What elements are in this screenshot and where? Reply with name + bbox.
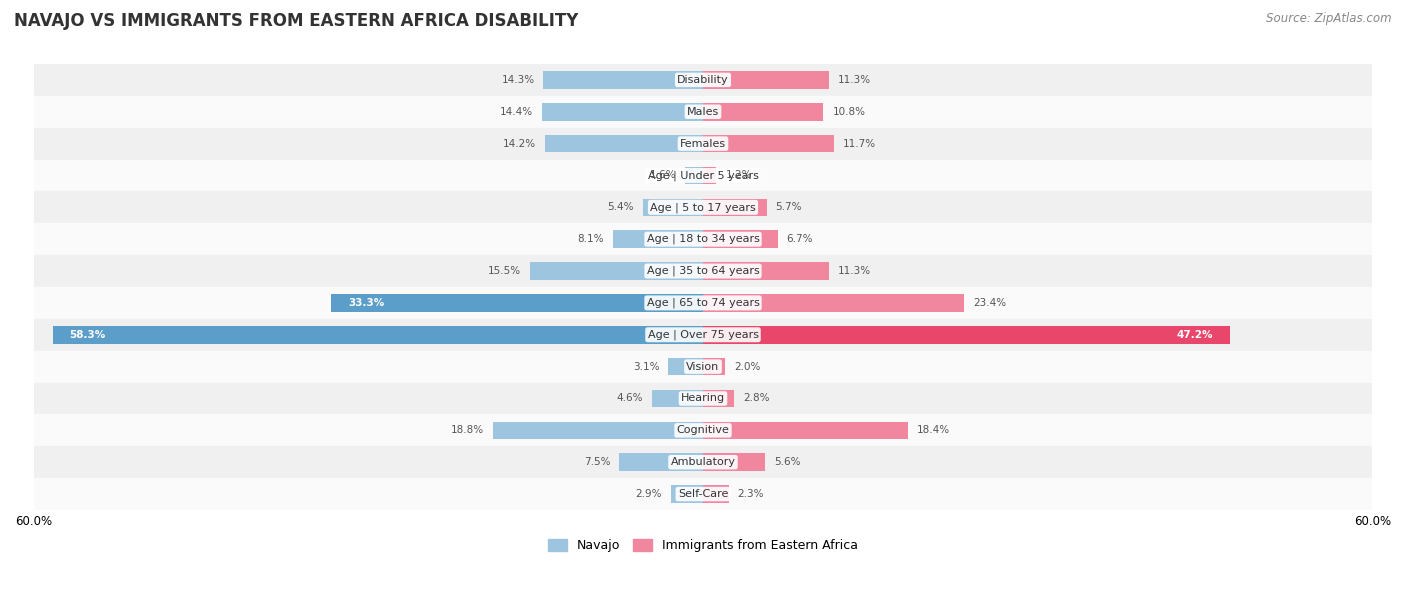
Text: 4.6%: 4.6% (616, 394, 643, 403)
Text: Females: Females (681, 138, 725, 149)
Bar (703, 390, 734, 407)
Text: Vision: Vision (686, 362, 720, 371)
Bar (34, 64, 1372, 96)
Bar (703, 231, 778, 248)
Bar (619, 453, 703, 471)
Text: 33.3%: 33.3% (349, 298, 384, 308)
Bar (530, 263, 703, 280)
Bar (643, 198, 703, 216)
Bar (703, 263, 830, 280)
Bar (332, 294, 703, 312)
Bar (668, 358, 703, 375)
Text: 1.2%: 1.2% (725, 171, 752, 181)
Text: 5.7%: 5.7% (776, 203, 801, 212)
Bar (52, 326, 703, 343)
Text: 2.0%: 2.0% (734, 362, 761, 371)
Bar (543, 103, 703, 121)
Text: 14.3%: 14.3% (502, 75, 534, 85)
Text: Age | 35 to 64 years: Age | 35 to 64 years (647, 266, 759, 276)
Text: 14.2%: 14.2% (502, 138, 536, 149)
Text: 3.1%: 3.1% (633, 362, 659, 371)
Text: Males: Males (688, 106, 718, 117)
Bar (671, 485, 703, 503)
Text: Age | Over 75 years: Age | Over 75 years (648, 329, 758, 340)
Text: 18.8%: 18.8% (451, 425, 484, 435)
Bar (703, 135, 834, 152)
Text: 2.8%: 2.8% (744, 394, 769, 403)
Text: Cognitive: Cognitive (676, 425, 730, 435)
Text: Age | 65 to 74 years: Age | 65 to 74 years (647, 297, 759, 308)
Bar (34, 382, 1372, 414)
Bar (703, 166, 717, 184)
Bar (34, 128, 1372, 160)
Text: 2.3%: 2.3% (738, 489, 763, 499)
Text: Age | 5 to 17 years: Age | 5 to 17 years (650, 202, 756, 212)
Text: Hearing: Hearing (681, 394, 725, 403)
Bar (703, 453, 765, 471)
Text: 14.4%: 14.4% (501, 106, 533, 117)
Text: 6.7%: 6.7% (787, 234, 813, 244)
Bar (34, 192, 1372, 223)
Text: 18.4%: 18.4% (917, 425, 950, 435)
Text: 2.9%: 2.9% (636, 489, 662, 499)
Text: 23.4%: 23.4% (973, 298, 1007, 308)
Bar (34, 96, 1372, 128)
Text: Self-Care: Self-Care (678, 489, 728, 499)
Text: 11.3%: 11.3% (838, 266, 872, 276)
Bar (34, 319, 1372, 351)
Bar (703, 422, 908, 439)
Bar (651, 390, 703, 407)
Bar (703, 103, 824, 121)
Bar (34, 478, 1372, 510)
Text: 10.8%: 10.8% (832, 106, 866, 117)
Bar (34, 351, 1372, 382)
Text: Source: ZipAtlas.com: Source: ZipAtlas.com (1267, 12, 1392, 25)
Bar (703, 294, 965, 312)
Text: 58.3%: 58.3% (69, 330, 105, 340)
Text: Age | 18 to 34 years: Age | 18 to 34 years (647, 234, 759, 244)
Bar (685, 166, 703, 184)
Legend: Navajo, Immigrants from Eastern Africa: Navajo, Immigrants from Eastern Africa (543, 534, 863, 558)
Bar (703, 326, 1230, 343)
Text: 1.6%: 1.6% (650, 171, 676, 181)
Bar (34, 255, 1372, 287)
Bar (544, 135, 703, 152)
Bar (34, 223, 1372, 255)
Text: 11.7%: 11.7% (842, 138, 876, 149)
Bar (703, 198, 766, 216)
Text: 7.5%: 7.5% (583, 457, 610, 467)
Bar (544, 71, 703, 89)
Text: 11.3%: 11.3% (838, 75, 872, 85)
Text: 5.4%: 5.4% (607, 203, 634, 212)
Text: Ambulatory: Ambulatory (671, 457, 735, 467)
Bar (34, 287, 1372, 319)
Text: 47.2%: 47.2% (1177, 330, 1213, 340)
Bar (703, 71, 830, 89)
Text: Disability: Disability (678, 75, 728, 85)
Bar (494, 422, 703, 439)
Bar (34, 160, 1372, 192)
Bar (34, 446, 1372, 478)
Bar (613, 231, 703, 248)
Text: 5.6%: 5.6% (775, 457, 801, 467)
Bar (34, 414, 1372, 446)
Bar (703, 358, 725, 375)
Text: 8.1%: 8.1% (578, 234, 603, 244)
Text: NAVAJO VS IMMIGRANTS FROM EASTERN AFRICA DISABILITY: NAVAJO VS IMMIGRANTS FROM EASTERN AFRICA… (14, 12, 578, 30)
Bar (703, 485, 728, 503)
Text: 15.5%: 15.5% (488, 266, 522, 276)
Text: Age | Under 5 years: Age | Under 5 years (648, 170, 758, 181)
